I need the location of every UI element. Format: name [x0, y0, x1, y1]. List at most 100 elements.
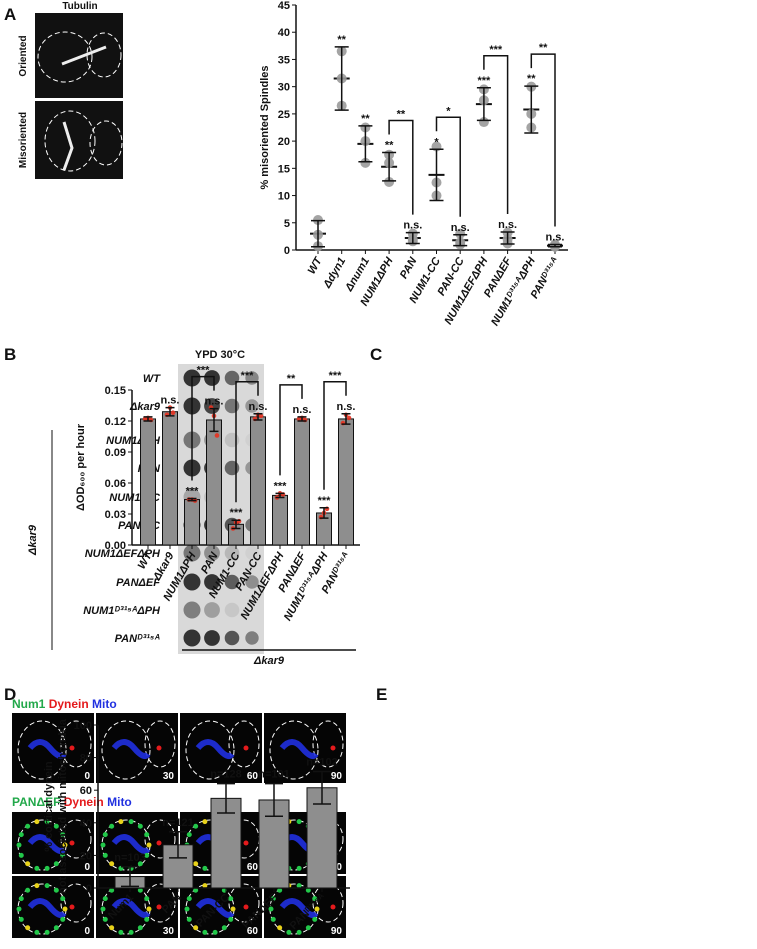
bar [294, 418, 310, 546]
growth-spot [224, 602, 240, 618]
significance: *** [318, 495, 332, 507]
dynein-spot [243, 840, 249, 846]
error-bar [297, 416, 307, 422]
panel-label: B [4, 345, 16, 364]
num1-patch [212, 929, 218, 935]
channel-label: Mito [107, 795, 132, 809]
strain-label: PANΔEF [116, 577, 160, 589]
comparison-bracket [279, 384, 303, 476]
growth-spot [224, 460, 240, 476]
bar [250, 416, 266, 546]
num1-patch [53, 925, 59, 931]
y-tick-label: 100 [74, 720, 92, 732]
error-bar [217, 782, 235, 814]
cell-outline [89, 120, 123, 166]
num1-patch [296, 865, 302, 871]
y-tick-label: 40 [278, 27, 290, 39]
group-label: Δkar9 [27, 524, 39, 556]
y-tick-label: 80 [80, 753, 92, 765]
comparison-bracket [323, 381, 347, 490]
num1-patch [144, 896, 150, 902]
timestamp: 30 [163, 771, 175, 782]
error-bar [334, 46, 349, 111]
comparison-label: ** [539, 42, 548, 54]
dynein-spot [69, 904, 75, 910]
strain-label: Δkar9 [129, 401, 161, 413]
panel-label: C [370, 345, 382, 364]
cell-outline [144, 720, 176, 768]
timestamp: 90 [331, 926, 343, 937]
bar [206, 419, 222, 546]
timestamp: 30 [163, 926, 175, 937]
num1-patch [102, 896, 108, 902]
num1-patch [228, 916, 234, 922]
y-tick-label: 10 [278, 191, 290, 203]
data-point [360, 157, 371, 168]
significance: n.s. [403, 220, 422, 232]
y-tick-label: 0.00 [105, 540, 126, 552]
error-bar [311, 219, 325, 248]
dynein-spot [156, 840, 162, 846]
num1-patch [25, 823, 31, 829]
num1-patch [44, 819, 50, 825]
num1-patch [53, 861, 59, 867]
growth-spot [204, 574, 220, 590]
num1-patch [312, 896, 318, 902]
num1-patch [109, 861, 115, 867]
cell-outline [17, 720, 67, 780]
comparison-label: *** [197, 365, 211, 377]
cell-outline [60, 819, 92, 859]
num1-patch [53, 823, 59, 829]
y-tick-label: 0.09 [105, 447, 126, 459]
num1-patch [268, 906, 274, 912]
growth-spot [245, 399, 259, 413]
num1-patch [102, 852, 108, 858]
num1-patch [102, 832, 108, 838]
num1-patch [118, 819, 124, 825]
y-tick-label: 0 [86, 883, 92, 895]
bar [162, 411, 178, 546]
error-bar [231, 519, 241, 530]
cell-outline [269, 720, 319, 780]
timestamp: 60 [247, 771, 259, 782]
num1-patch [25, 861, 31, 867]
micrograph [35, 101, 123, 179]
error-bar [341, 413, 351, 425]
num1-patch [144, 832, 150, 838]
comparison-bracket [530, 53, 556, 227]
y-tick-label: 45 [278, 0, 290, 12]
growth-spot [245, 575, 259, 589]
comparison-label: *** [489, 44, 503, 56]
num1-patch [44, 929, 50, 935]
error-bar [253, 413, 263, 421]
error-bar [313, 770, 331, 805]
num1-patch [34, 865, 40, 871]
panel-label: A [4, 5, 16, 24]
panel-label: E [376, 685, 387, 704]
comparison-bracket [483, 55, 509, 215]
num1-patch [314, 906, 320, 912]
num1-patch [128, 819, 134, 825]
y-tick-label: 0.03 [105, 509, 126, 521]
growth-spot [204, 602, 220, 618]
error-bar [187, 497, 197, 502]
num1-patch [60, 916, 66, 922]
num1-patch [137, 823, 143, 829]
num1-patch [25, 925, 31, 931]
num1-patch [202, 819, 208, 825]
data-point [170, 410, 176, 416]
y-tick-label: 40 [80, 818, 92, 830]
num1-patch [186, 832, 192, 838]
image-title: Tubulin [62, 1, 97, 12]
num1-patch [286, 929, 292, 935]
num1-patch [16, 906, 22, 912]
num1-patch [193, 823, 199, 829]
data-point [346, 415, 352, 421]
comparison-bracket [235, 381, 259, 503]
error-bar [476, 87, 491, 122]
y-axis-label: % cortical dynein [43, 761, 55, 852]
num1-patch [34, 819, 40, 825]
cell-outline [44, 110, 96, 172]
error-bar [382, 151, 397, 182]
strain-label: WT [143, 373, 161, 385]
